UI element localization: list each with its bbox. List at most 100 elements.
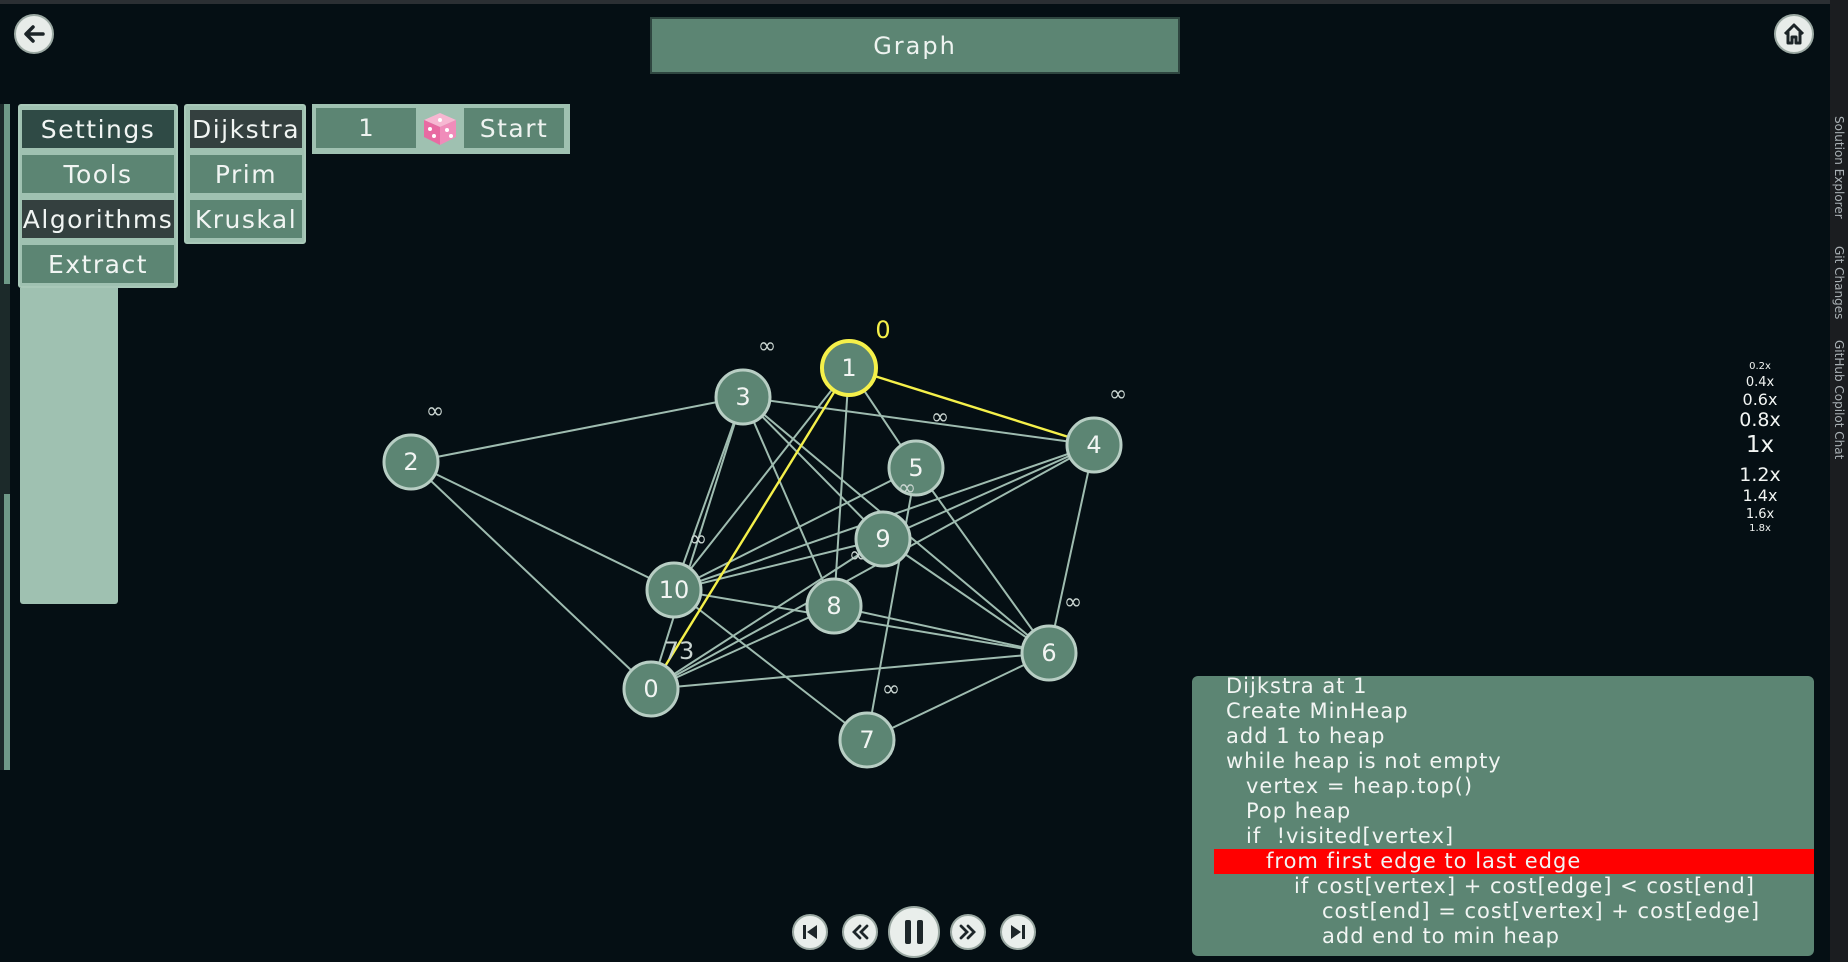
node-label: 4 xyxy=(1086,431,1101,459)
node-1[interactable]: 10 xyxy=(820,316,891,397)
node-circle[interactable] xyxy=(622,660,680,718)
node-circle[interactable] xyxy=(1065,416,1123,474)
edge-2-0 xyxy=(410,461,652,690)
pseudocode-line: while heap is not empty xyxy=(1226,749,1502,773)
edge-10-7 xyxy=(673,589,868,741)
node-circle[interactable] xyxy=(805,577,863,635)
node-distance-label: 73 xyxy=(664,637,695,665)
pseudocode-line: cost[end] = cost[vertex] + cost[edge] xyxy=(1322,899,1761,923)
playback-controls xyxy=(790,906,1040,958)
side-tab-git-changes[interactable]: Git Changes xyxy=(1832,246,1846,320)
node-distance-label: ∞ xyxy=(898,476,916,501)
node-label: 8 xyxy=(826,592,841,620)
edge-0-6 xyxy=(650,652,1050,690)
kruskal-button[interactable]: Kruskal xyxy=(190,200,302,238)
pseudocode-line: if cost[vertex] + cost[edge] < cost[end] xyxy=(1294,874,1755,898)
node-label: 5 xyxy=(908,454,923,482)
node-7[interactable]: 7∞ xyxy=(838,677,900,769)
speed-option[interactable]: 1x xyxy=(1745,432,1775,458)
tools-button[interactable]: Tools xyxy=(22,155,174,193)
node-circle[interactable] xyxy=(820,339,878,397)
node-label: 2 xyxy=(403,448,418,476)
node-distance-label: ∞ xyxy=(758,334,776,359)
edge-2-10 xyxy=(410,461,675,591)
left-edge-strip xyxy=(0,104,10,770)
side-tab-solution-explorer[interactable]: Solution Explorer xyxy=(1832,116,1846,219)
edge-4-9 xyxy=(882,444,1095,540)
node-distance-label: ∞ xyxy=(1109,382,1127,407)
node-distance-label: ∞ xyxy=(882,677,900,702)
skip-start-icon xyxy=(803,925,817,939)
algorithms-button[interactable]: Algorithms xyxy=(22,200,174,238)
fast-forward-button[interactable] xyxy=(950,914,986,950)
edge-4-0 xyxy=(650,444,1095,690)
edge-5-6 xyxy=(915,467,1050,654)
pseudocode-line: vertex = heap.top() xyxy=(1246,774,1474,798)
window-top-border xyxy=(0,0,1848,4)
rewind-icon xyxy=(852,924,869,940)
edge-8-0 xyxy=(650,605,835,690)
node-0[interactable]: 073 xyxy=(622,637,695,718)
edge-9-3 xyxy=(742,396,884,540)
rewind-button[interactable] xyxy=(842,914,878,950)
speed-option[interactable]: 1.2x xyxy=(1739,464,1781,486)
skip-start-button[interactable] xyxy=(792,914,828,950)
node-distance-label: ∞ xyxy=(426,399,444,424)
edge-8-6 xyxy=(833,605,1050,654)
speed-option[interactable]: 0.2x xyxy=(1749,361,1771,372)
node-circle[interactable] xyxy=(854,510,912,568)
start-button[interactable]: Start xyxy=(464,108,564,148)
edge-3-4 xyxy=(742,396,1095,446)
node-5[interactable]: 5∞ xyxy=(887,405,949,497)
node-3[interactable]: 3∞ xyxy=(714,334,776,426)
prim-button[interactable]: Prim xyxy=(190,155,302,193)
speed-option[interactable]: 1.8x xyxy=(1749,523,1771,534)
node-8[interactable]: 8∞ xyxy=(805,543,867,635)
node-circle[interactable] xyxy=(1020,624,1078,682)
node-4[interactable]: 4∞ xyxy=(1065,382,1127,474)
node-label: 9 xyxy=(875,525,890,553)
pseudocode-line: add 1 to heap xyxy=(1226,724,1386,748)
node-distance-label: ∞ xyxy=(1064,590,1082,615)
node-circle[interactable] xyxy=(838,711,896,769)
extract-button[interactable]: Extract xyxy=(22,245,174,283)
ide-side-panel: Solution Explorer Git Changes GitHub Cop… xyxy=(1830,0,1848,962)
speed-option[interactable]: 0.4x xyxy=(1745,375,1775,390)
fast-forward-icon xyxy=(959,924,976,940)
dice-icon[interactable] xyxy=(420,110,460,148)
dijkstra-button[interactable]: Dijkstra xyxy=(190,110,302,148)
algorithms-menu: Dijkstra Prim Kruskal xyxy=(184,104,306,244)
home-button[interactable] xyxy=(1774,14,1814,54)
settings-button[interactable]: Settings xyxy=(22,110,174,148)
home-icon xyxy=(1783,23,1805,45)
arrow-left-icon xyxy=(24,25,45,43)
node-10[interactable]: 10 ∞ xyxy=(645,527,707,619)
node-6[interactable]: 6∞ xyxy=(1020,590,1082,682)
node-circle[interactable] xyxy=(887,439,945,497)
back-button[interactable] xyxy=(14,14,54,54)
speed-option[interactable]: 1.4x xyxy=(1742,486,1778,505)
node-9[interactable]: 9∞ xyxy=(854,476,916,568)
node-label: 7 xyxy=(859,726,874,754)
speed-option[interactable]: 1.6x xyxy=(1745,507,1775,522)
start-vertex-input[interactable]: 1 xyxy=(316,108,416,148)
side-tab-copilot-chat[interactable]: GitHub Copilot Chat xyxy=(1832,340,1846,460)
node-circle[interactable] xyxy=(714,368,772,426)
edge-1-0 xyxy=(649,367,851,690)
speed-option[interactable]: 0.6x xyxy=(1742,390,1778,409)
node-2[interactable]: 2∞ xyxy=(382,399,444,491)
pseudocode-line-current: from first edge to last edge xyxy=(1214,849,1814,874)
pause-button[interactable] xyxy=(888,906,940,958)
speed-option[interactable]: 0.8x xyxy=(1739,409,1781,431)
node-circle[interactable] xyxy=(382,433,440,491)
skip-end-button[interactable] xyxy=(1000,914,1036,950)
edge-10-6 xyxy=(673,589,1050,654)
node-circle[interactable] xyxy=(645,561,703,619)
pause-icon xyxy=(905,920,923,944)
edge-4-6 xyxy=(1048,444,1095,654)
skip-end-icon xyxy=(1011,925,1025,939)
menu-extension-panel xyxy=(20,288,118,604)
pseudocode-panel: Dijkstra at 1 Create MinHeap add 1 to heap… xyxy=(1192,676,1814,956)
node-label: 0 xyxy=(643,675,658,703)
